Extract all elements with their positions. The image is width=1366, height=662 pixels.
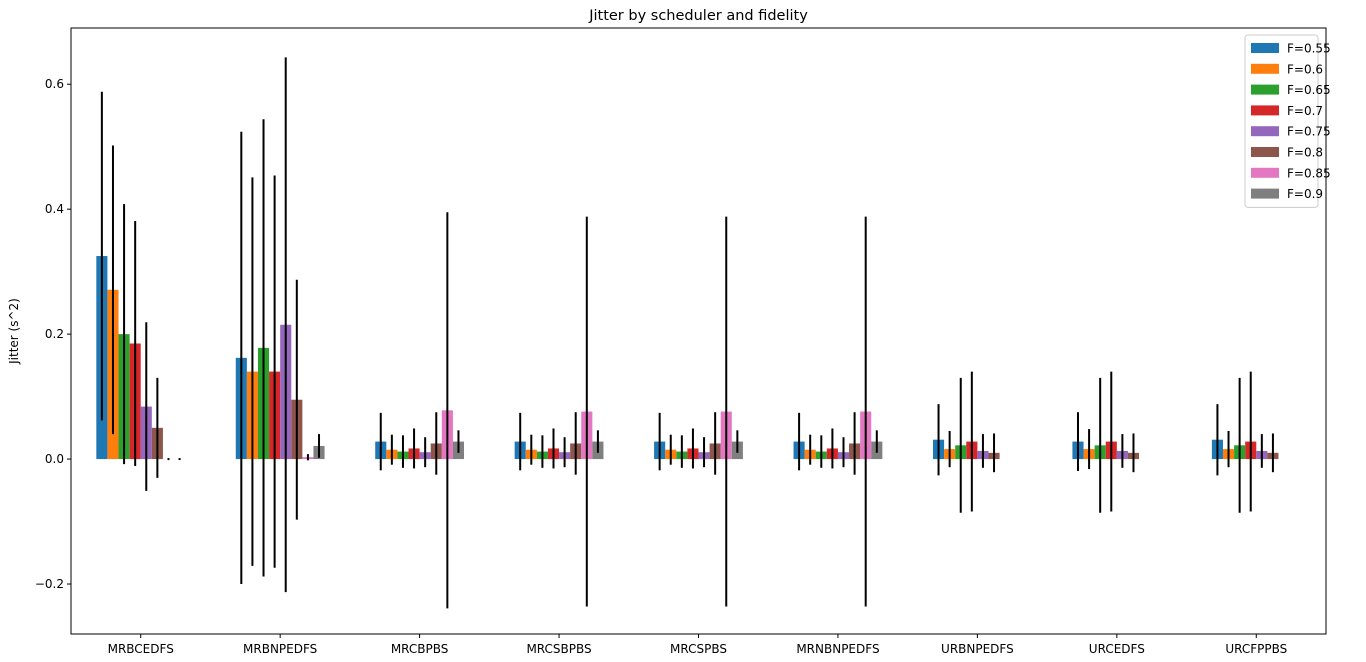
y-tick-label: 0.6 <box>45 77 64 91</box>
y-axis: −0.2 0.0 0.2 0.4 0.6 <box>35 77 71 591</box>
legend-label: F=0.75 <box>1287 125 1331 139</box>
x-tick-label: MRNBNPEDFS <box>796 642 879 656</box>
legend-label: F=0.9 <box>1287 187 1323 201</box>
legend-swatch <box>1251 126 1279 137</box>
x-tick-label: URCFPPBS <box>1225 642 1287 656</box>
legend-label: F=0.55 <box>1287 42 1331 56</box>
y-tick-label: 0.4 <box>45 202 64 216</box>
legend-swatch <box>1251 84 1279 95</box>
legend-label: F=0.7 <box>1287 104 1323 118</box>
y-axis-title: Jitter (s^2) <box>7 298 21 365</box>
x-tick-label: MRBNPEDFS <box>243 642 317 656</box>
legend: F=0.55 F=0.6 F=0.65 F=0.7 F=0.75 F=0.8 F=0.85 F… <box>1244 34 1331 208</box>
y-tick-label: 0.0 <box>45 452 64 466</box>
legend-label: F=0.65 <box>1287 83 1331 97</box>
x-tick-label: MRCSBPBS <box>526 642 591 656</box>
legend-frame <box>1244 34 1319 208</box>
x-tick-label: URCEDFS <box>1089 642 1145 656</box>
plot-frame <box>70 27 1327 635</box>
legend-swatch <box>1251 63 1279 74</box>
legend-swatch <box>1251 105 1279 116</box>
legend-swatch <box>1251 43 1279 53</box>
error-bars-layer <box>100 57 1274 609</box>
legend-swatch <box>1251 147 1279 157</box>
legend-label: F=0.85 <box>1287 166 1331 180</box>
chart-title: Jitter by scheduler and fidelity <box>588 8 808 24</box>
legend-label: F=0.8 <box>1287 146 1323 160</box>
x-axis: MRBCEDFS MRBNPEDFS MRCBPBS MRCSBPBS MRCSPBS M… <box>108 634 1287 656</box>
x-tick-label: URBNPEDFS <box>941 642 1014 656</box>
y-tick-label: 0.2 <box>45 327 64 341</box>
legend-label: F=0.6 <box>1287 62 1323 76</box>
y-tick-label: −0.2 <box>35 577 64 591</box>
legend-swatch <box>1251 167 1279 178</box>
x-tick-label: MRCSPBS <box>670 642 727 656</box>
x-tick-label: MRCBPBS <box>391 642 449 656</box>
legend-swatch <box>1251 188 1279 199</box>
x-tick-label: MRBCEDFS <box>108 642 174 656</box>
